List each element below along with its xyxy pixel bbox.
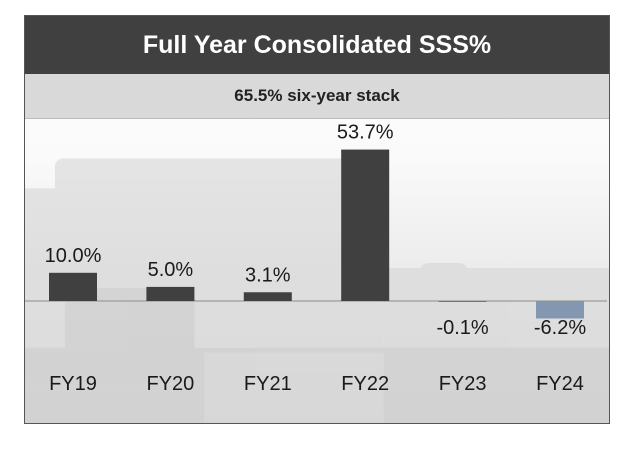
x-tick-fy23: FY23 — [439, 373, 487, 395]
x-tick-fy19: FY19 — [49, 373, 97, 395]
x-tick-fy20: FY20 — [146, 373, 194, 395]
bar-fy20 — [146, 286, 195, 301]
x-tick-fy22: FY22 — [341, 373, 389, 395]
data-label-fy24: -6.2% — [534, 317, 586, 339]
data-label-fy21: 3.1% — [245, 264, 291, 286]
bar-chart: 10.0% 5.0% 3.1% 53.7% -0.1% -6.2% FY19 FY20 FY2… — [25, 122, 607, 395]
data-label-fy22: 53.7% — [337, 122, 394, 144]
bar-fy19 — [49, 272, 97, 301]
bar-fy22 — [341, 149, 390, 301]
bar-fy21 — [243, 292, 292, 301]
chart-subtitle: 65.5% six-year stack — [25, 74, 609, 119]
data-label-fy19: 10.0% — [45, 245, 102, 267]
chart-panel: Full Year Consolidated SSS% 65.5% six-ye… — [24, 15, 610, 424]
chart-title: Full Year Consolidated SSS% — [25, 16, 609, 74]
x-tick-fy21: FY21 — [244, 373, 292, 395]
bar-fy24 — [536, 301, 584, 319]
x-tick-fy24: FY24 — [536, 373, 584, 395]
bar-fy23 — [438, 301, 487, 302]
data-label-fy20: 5.0% — [148, 259, 194, 281]
data-label-fy23: -0.1% — [436, 317, 488, 339]
